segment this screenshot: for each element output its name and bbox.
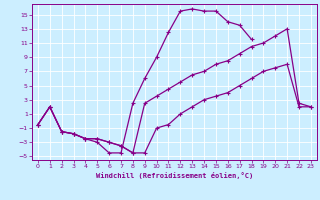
X-axis label: Windchill (Refroidissement éolien,°C): Windchill (Refroidissement éolien,°C) [96, 172, 253, 179]
